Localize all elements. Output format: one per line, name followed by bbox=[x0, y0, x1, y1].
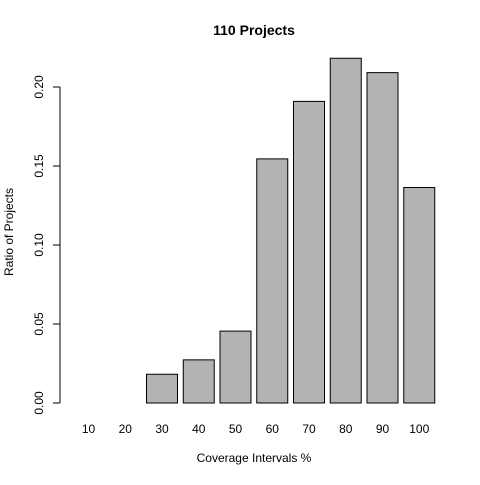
x-tick-label: 100 bbox=[409, 422, 429, 436]
x-tick-label: 60 bbox=[266, 422, 280, 436]
x-tick-label: 50 bbox=[229, 422, 243, 436]
y-tick-label: 0.15 bbox=[32, 154, 46, 178]
bar-100 bbox=[403, 186, 436, 404]
y-axis: 0.00 0.05 0.10 0.15 0.20 bbox=[32, 75, 61, 415]
bar-30 bbox=[146, 373, 178, 404]
y-tick-label: 0.10 bbox=[32, 233, 46, 257]
bar-50 bbox=[219, 330, 252, 404]
x-axis-label: Coverage Intervals % bbox=[197, 451, 312, 465]
bar-60 bbox=[256, 158, 289, 404]
x-tick-labels: 10 20 30 40 50 60 70 80 90 100 bbox=[82, 422, 430, 436]
y-tick-label: 0.05 bbox=[32, 312, 46, 336]
bar-80 bbox=[329, 57, 362, 404]
y-axis-label: Ratio of Projects bbox=[2, 188, 16, 276]
x-tick-label: 20 bbox=[119, 422, 133, 436]
bar-70 bbox=[293, 100, 325, 404]
bars-group bbox=[146, 57, 436, 404]
x-tick-label: 70 bbox=[302, 422, 316, 436]
x-tick-label: 40 bbox=[192, 422, 206, 436]
x-tick-label: 90 bbox=[376, 422, 390, 436]
x-tick-label: 10 bbox=[82, 422, 96, 436]
bar-40 bbox=[182, 359, 215, 404]
y-tick-label: 0.00 bbox=[32, 391, 46, 415]
y-tick-label: 0.20 bbox=[32, 75, 46, 99]
bar-90 bbox=[366, 72, 399, 404]
chart-title: 110 Projects bbox=[213, 22, 295, 38]
x-tick-label: 80 bbox=[339, 422, 353, 436]
x-tick-label: 30 bbox=[155, 422, 169, 436]
